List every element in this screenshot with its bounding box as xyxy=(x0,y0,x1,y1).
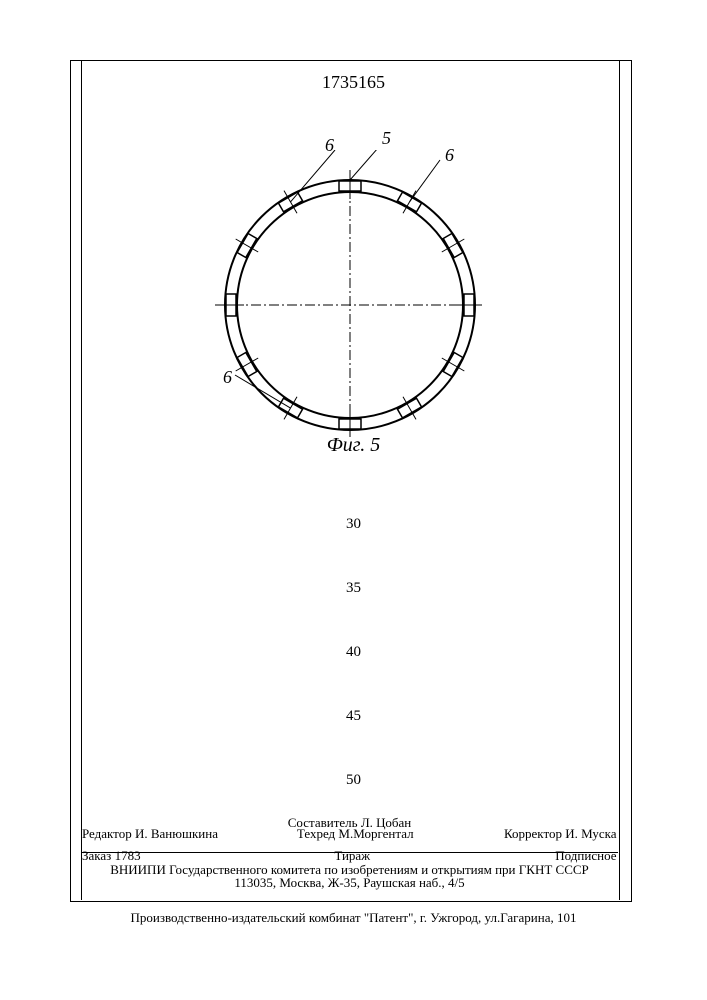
corrector-label: Корректор xyxy=(504,826,562,841)
credits-address: 113035, Москва, Ж-35, Раушская наб., 4/5 xyxy=(82,875,617,891)
figure-caption: Фиг. 5 xyxy=(0,434,707,457)
figure-label-5: 5 xyxy=(382,128,391,149)
line-number: 50 xyxy=(346,772,361,789)
editor-name: И. Ванюшкина xyxy=(135,826,218,841)
subscription-label: Подписное xyxy=(555,848,616,863)
figure-label-6-top-right: 6 xyxy=(445,145,454,166)
left-margin-rule xyxy=(81,60,82,900)
editor-label: Редактор xyxy=(82,826,132,841)
techred-name: М.Моргентал xyxy=(338,826,413,841)
line-number: 40 xyxy=(346,644,361,661)
credits-row: Редактор И. Ванюшкина Техред М.Моргентал… xyxy=(82,826,617,842)
line-number: 30 xyxy=(346,516,361,533)
right-margin-rule xyxy=(619,60,620,900)
order-label: Заказ xyxy=(82,848,111,863)
corrector-name: И. Муска xyxy=(565,826,616,841)
footer-text: Производственно-издательский комбинат "П… xyxy=(0,910,707,926)
figure-svg xyxy=(200,150,500,450)
figure-label-6-bottom: 6 xyxy=(223,367,232,388)
credits-rule-bottom xyxy=(82,901,618,902)
figure-5 xyxy=(200,150,500,450)
line-number: 45 xyxy=(346,708,361,725)
order-num: 1783 xyxy=(115,848,141,863)
techred-label: Техред xyxy=(297,826,335,841)
document-number: 1735165 xyxy=(0,72,707,93)
tirazh-label: Тираж xyxy=(334,848,370,863)
figure-label-6-top-left: 6 xyxy=(325,135,334,156)
line-number: 35 xyxy=(346,580,361,597)
